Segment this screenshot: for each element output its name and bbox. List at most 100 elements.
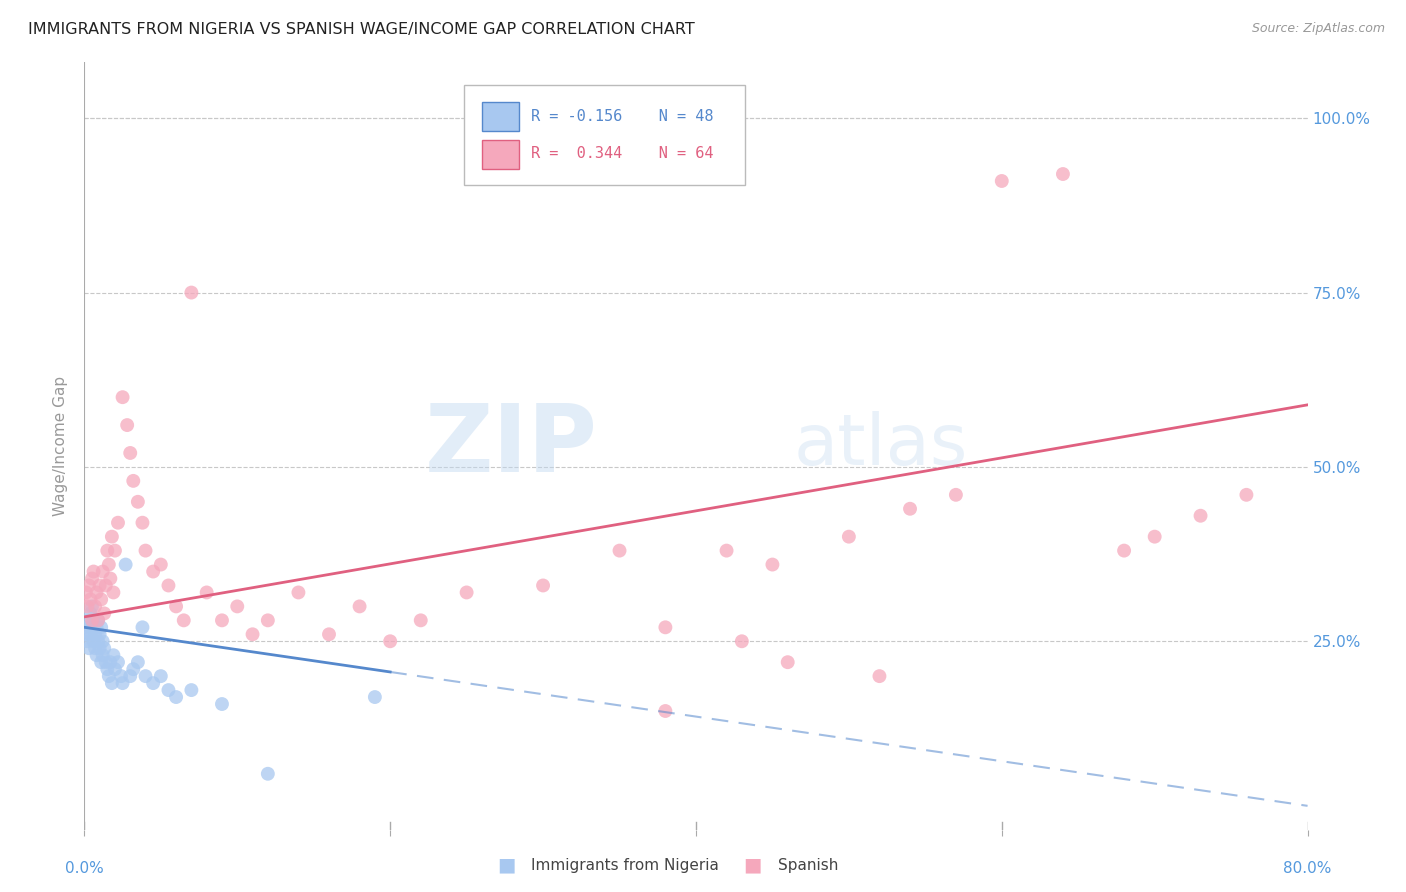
Point — [80, 620, 103, 634]
Point — [120, 669, 142, 683]
Point — [96, 543, 118, 558]
Text: ■: ■ — [496, 855, 516, 875]
Point — [257, 613, 280, 627]
Point — [86, 585, 108, 599]
Point — [76, 634, 98, 648]
Point — [1114, 543, 1136, 558]
Point — [86, 648, 108, 663]
Point — [90, 655, 112, 669]
Point — [898, 501, 921, 516]
Point — [1236, 488, 1258, 502]
Point — [654, 704, 676, 718]
Point — [84, 627, 107, 641]
Point — [122, 474, 145, 488]
Text: ZIP: ZIP — [425, 400, 598, 492]
Point — [654, 620, 676, 634]
Point — [122, 662, 145, 676]
Point — [111, 390, 134, 404]
Point — [97, 669, 120, 683]
Point — [83, 565, 105, 579]
Point — [75, 585, 97, 599]
Text: IMMIGRANTS FROM NIGERIA VS SPANISH WAGE/INCOME GAP CORRELATION CHART: IMMIGRANTS FROM NIGERIA VS SPANISH WAGE/… — [28, 22, 695, 37]
Point — [257, 766, 280, 780]
Point — [80, 613, 103, 627]
Point — [142, 565, 165, 579]
Point — [110, 669, 132, 683]
Point — [107, 516, 129, 530]
Point — [135, 669, 157, 683]
Text: ■: ■ — [742, 855, 762, 875]
Point — [195, 585, 218, 599]
Point — [173, 613, 195, 627]
Point — [242, 627, 264, 641]
Point — [75, 627, 97, 641]
Point — [89, 578, 111, 592]
Point — [120, 446, 142, 460]
Point — [83, 613, 105, 627]
Point — [79, 607, 101, 621]
Point — [91, 634, 114, 648]
Point — [79, 627, 101, 641]
Point — [131, 516, 153, 530]
Text: 80.0%: 80.0% — [1284, 861, 1331, 876]
Point — [838, 530, 860, 544]
Point — [76, 599, 98, 614]
Point — [93, 607, 115, 621]
Point — [287, 585, 309, 599]
Point — [91, 648, 114, 663]
Point — [93, 641, 115, 656]
Point — [111, 676, 134, 690]
Point — [87, 613, 110, 627]
Point — [94, 578, 117, 592]
Point — [142, 676, 165, 690]
Point — [101, 676, 124, 690]
Text: R =  0.344    N = 64: R = 0.344 N = 64 — [531, 146, 713, 161]
Point — [90, 592, 112, 607]
Point — [380, 634, 402, 648]
Point — [77, 578, 100, 592]
Text: R = -0.156    N = 48: R = -0.156 N = 48 — [531, 109, 713, 124]
Text: 0.0%: 0.0% — [65, 861, 104, 876]
Point — [104, 662, 127, 676]
Point — [869, 669, 891, 683]
Text: Source: ZipAtlas.com: Source: ZipAtlas.com — [1251, 22, 1385, 36]
Point — [127, 655, 149, 669]
Point — [98, 572, 121, 586]
Point — [609, 543, 631, 558]
Point — [97, 558, 120, 572]
Point — [115, 418, 138, 433]
Point — [211, 613, 233, 627]
Point — [1189, 508, 1212, 523]
Point — [226, 599, 249, 614]
Point — [77, 641, 100, 656]
Point — [991, 174, 1014, 188]
Point — [165, 599, 187, 614]
Point — [114, 558, 136, 572]
Point — [1052, 167, 1074, 181]
Point — [149, 669, 172, 683]
FancyBboxPatch shape — [464, 86, 745, 186]
Point — [98, 655, 121, 669]
Point — [165, 690, 187, 704]
Point — [107, 655, 129, 669]
Point — [84, 599, 107, 614]
Point — [77, 613, 100, 627]
Point — [94, 655, 117, 669]
Point — [89, 627, 111, 641]
Point — [157, 683, 180, 698]
Point — [89, 641, 111, 656]
Point — [364, 690, 387, 704]
Point — [84, 641, 107, 656]
Point — [127, 495, 149, 509]
Point — [157, 578, 180, 592]
Text: Immigrants from Nigeria: Immigrants from Nigeria — [531, 858, 720, 872]
Y-axis label: Wage/Income Gap: Wage/Income Gap — [53, 376, 69, 516]
Point — [180, 285, 202, 300]
Point — [761, 558, 783, 572]
Point — [211, 697, 233, 711]
Point — [1143, 530, 1166, 544]
Point — [776, 655, 799, 669]
Point — [87, 634, 110, 648]
Point — [104, 543, 127, 558]
Point — [180, 683, 202, 698]
